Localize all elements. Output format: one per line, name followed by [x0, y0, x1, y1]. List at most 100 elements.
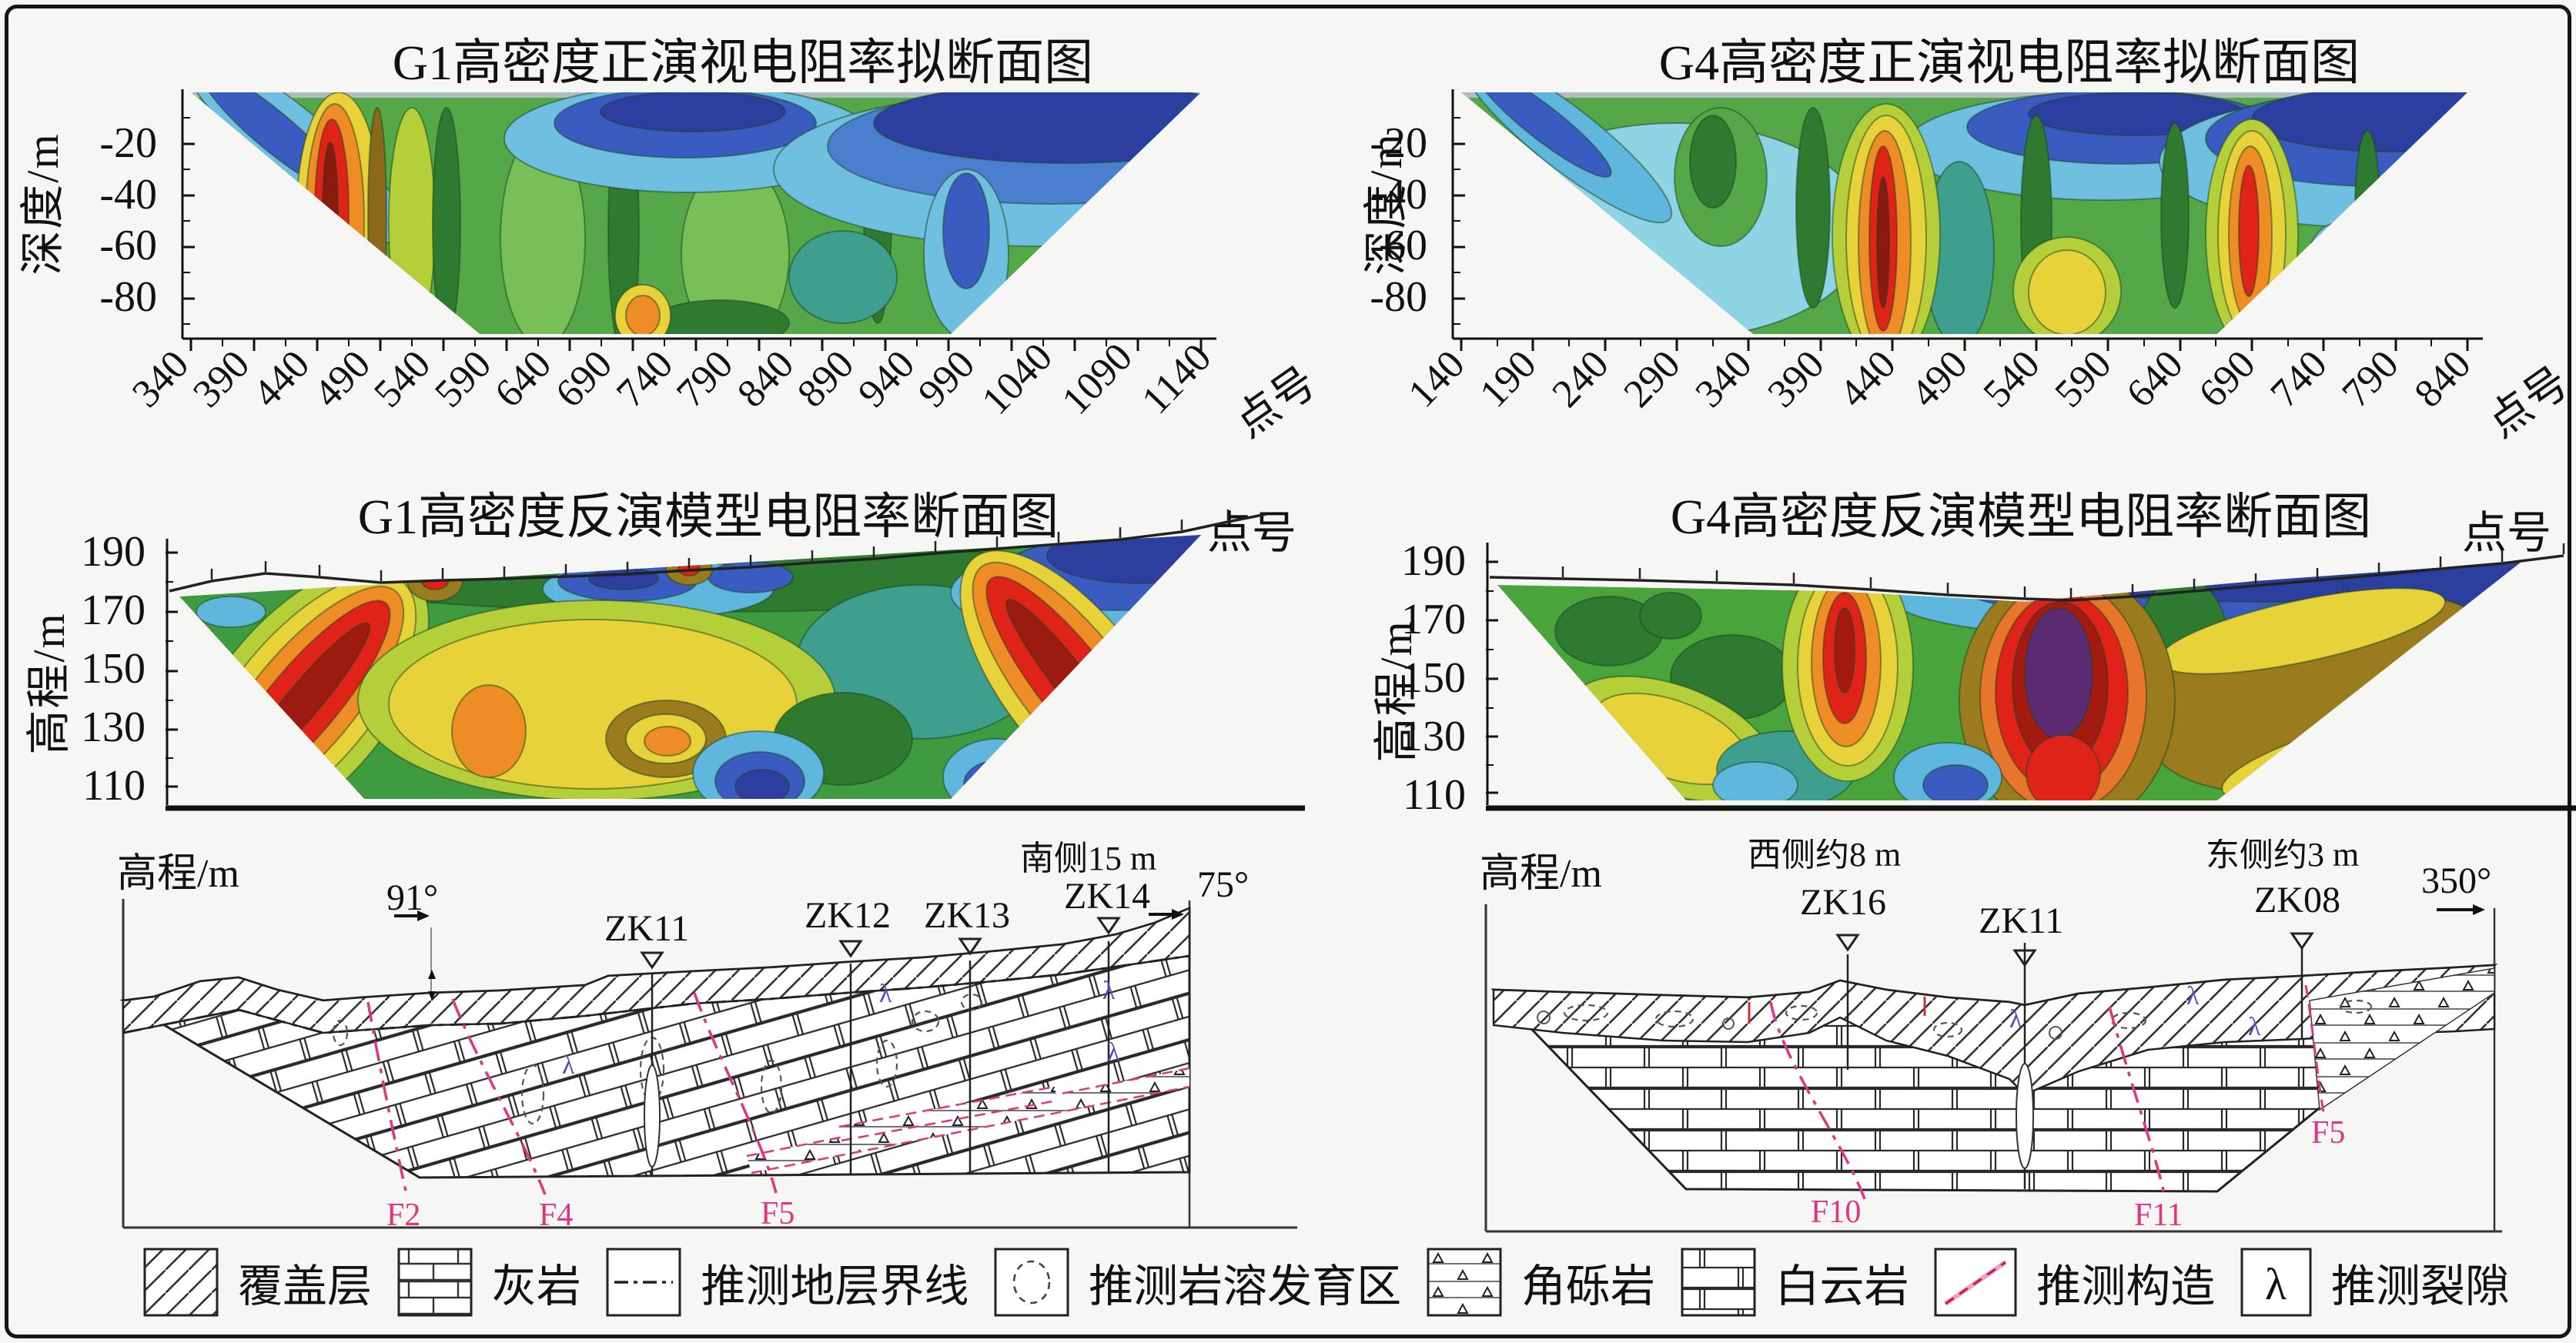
fault-label-f4: F4: [539, 1198, 573, 1233]
legend-label: 覆盖层: [238, 1261, 373, 1311]
borehole-label-zk13: ZK13: [924, 895, 1010, 936]
y-tick-label: 150: [81, 645, 146, 693]
fault-label-f11: F11: [2134, 1198, 2183, 1233]
karst-zone-icon: [994, 1248, 1069, 1316]
borehole-label-zk14: ZK14: [1064, 876, 1150, 917]
borehole-label-zk11: ZK11: [1979, 900, 2063, 941]
g1-geology-faults: [366, 992, 778, 1195]
legend-item-inferred-fissure: λ 推测裂隙: [2240, 1247, 2510, 1318]
y-tick-label: -40: [99, 170, 157, 219]
legend-item-karst-zone: 推测岩溶发育区: [993, 1247, 1401, 1318]
dolomite-brick-icon: [1681, 1248, 1756, 1316]
g4-geology-labels: 高程/m 西侧约8 m 东侧约3 m 350° ZK16 ZK11 ZK08 F…: [1480, 839, 2491, 1233]
g4-geology-boreholes: [1748, 943, 2303, 1189]
legend-label: 推测地层界线: [701, 1261, 969, 1311]
y-tick-label: 130: [81, 703, 146, 751]
fault-label-f10: F10: [1811, 1194, 1861, 1230]
g4-geology-borehole-markers: [1835, 932, 2314, 967]
legend-label: 推测构造: [2036, 1261, 2216, 1311]
legend-item-limestone: 灰岩: [396, 1247, 581, 1318]
fault-label-f5: F5: [2311, 1115, 2345, 1151]
g1-geology-stratum-boundary: [122, 954, 1190, 1034]
legend-item-dolomite: 白云岩: [1680, 1247, 1909, 1318]
borehole-label-zk16: ZK16: [1800, 882, 1886, 923]
g4-inversion-y-ticks: 190 170 150 130 110: [1367, 540, 1470, 817]
fault-label-f5: F5: [761, 1196, 795, 1231]
y-tick-label: 170: [1401, 596, 1466, 643]
fissure-lambda-icon: λ: [1107, 1038, 1120, 1067]
limestone-brick-icon: [397, 1248, 473, 1316]
g4-geology-frame: [1484, 904, 2502, 1233]
g4-geology-karst-zones: [1563, 999, 2373, 1038]
legend-label: 角砾岩: [1521, 1261, 1655, 1311]
y-tick-label: 130: [1401, 713, 1466, 760]
fissure-lambda-glyph: λ: [2265, 1259, 2287, 1309]
fissure-lambda-icon: λ: [2186, 982, 2200, 1011]
y-tick-label: -20: [1370, 119, 1427, 167]
g1-geology-dip-annotations: [394, 909, 1184, 1001]
g4-geology-fissure-marks: λ λ λ: [2009, 982, 2261, 1041]
g1-inversion-topo-line: [169, 509, 1267, 593]
g1-geology-borehole-markers: [640, 917, 1121, 970]
fissure-lambda-icon: λ: [879, 980, 892, 1008]
fissure-lambda-icon: λ: [562, 1051, 575, 1080]
dip-left-label: 91°: [386, 877, 438, 918]
borehole-label-zk12: ZK12: [805, 895, 891, 936]
legend-label: 推测岩溶发育区: [1089, 1261, 1402, 1311]
legend-item-breccia: 角砾岩: [1426, 1247, 1655, 1318]
stratum-boundary-icon: [606, 1248, 681, 1316]
g1-geology-boreholes: [644, 941, 1110, 1175]
legend-item-inferred-fault: 推测构造: [1933, 1247, 2215, 1318]
g4-geology-faults: [1769, 1001, 2166, 1200]
g4-geology-y-axis-label: 高程/m: [1480, 852, 1602, 896]
g4-forward-title: G4高密度正演视电阻率拟断面图: [1658, 35, 2360, 90]
g4-inversion-x-axis-label: 点号: [2462, 508, 2552, 558]
g1-geology-fissure-marks: λ λ λ λ: [562, 977, 1120, 1080]
g4-forward-plot: [1451, 89, 2483, 351]
azimuth-label: 350°: [2421, 860, 2491, 901]
inferred-fault-icon: [1934, 1248, 2017, 1316]
g4-forward-contours: [1461, 92, 2467, 334]
g1-inversion-axes: [166, 539, 1305, 811]
g4-geology-azimuth-arrow: [2437, 904, 2485, 915]
offset-note-label: 南侧15 m: [1020, 840, 1156, 877]
g1-geology-y-axis-label: 高程/m: [117, 852, 239, 896]
g1-geology-section: λ λ λ λ 高程/m 91° 75° 南侧15 m ZK11 ZK12 ZK…: [117, 840, 1297, 1233]
g1-geology-cover-layer: [122, 907, 1191, 1034]
g1-forward-y-axis-label: 深度/m: [18, 132, 68, 276]
inferred-fissure-icon: λ: [2240, 1248, 2312, 1316]
y-tick-label: -40: [1370, 170, 1427, 219]
g4-inversion-contours: [1497, 562, 2521, 800]
fault-label-f2: F2: [386, 1198, 420, 1233]
g1-inversion-y-ticks: 190 170 150 130 110: [46, 530, 150, 807]
g4-inversion-topo-line: [1489, 543, 2565, 602]
g4-geology-cover-layer: [1492, 964, 2496, 1096]
y-tick-label: -80: [1370, 272, 1427, 321]
borehole-label-zk08: ZK08: [2254, 880, 2340, 920]
y-tick-label: -80: [99, 272, 157, 321]
g4-inversion-title: G4高密度反演模型电阻率断面图: [1670, 489, 2372, 544]
g1-inversion-title: G1高密度反演模型电阻率断面图: [357, 489, 1059, 544]
legend-label: 灰岩: [491, 1261, 581, 1311]
legend-item-stratum-boundary: 推测地层界线: [605, 1247, 969, 1318]
legend-label: 白云岩: [1775, 1261, 1909, 1311]
breccia-icon: [1427, 1248, 1502, 1316]
y-tick-label: -20: [99, 119, 157, 167]
g4-forward-x-ticks: 140 190 240 290 340 390 440 490 540 590 640 690 740 7…: [1400, 342, 2506, 463]
g1-forward-plot: [181, 89, 1216, 351]
cover-hatch-icon: [143, 1248, 219, 1316]
fissure-lambda-icon: λ: [2248, 1013, 2261, 1041]
g4-geology-breccia-zone: [2304, 967, 2495, 1113]
legend-label: 推测裂隙: [2330, 1261, 2510, 1311]
fissure-lambda-icon: λ: [1102, 977, 1116, 1005]
g1-forward-title: G1高密度正演视电阻率拟断面图: [392, 35, 1094, 90]
y-tick-label: 190: [1401, 537, 1466, 585]
y-tick-label: -60: [1370, 222, 1427, 270]
g4-geology-cavity-circles: [1537, 1011, 2062, 1040]
g1-forward-axes: [181, 89, 1216, 351]
g4-inversion-axes: [1486, 543, 2576, 811]
dip-right-label: 75°: [1197, 864, 1249, 905]
east-note-label: 东侧约3 m: [2206, 839, 2359, 874]
g1-inversion-plot: [166, 509, 1305, 811]
